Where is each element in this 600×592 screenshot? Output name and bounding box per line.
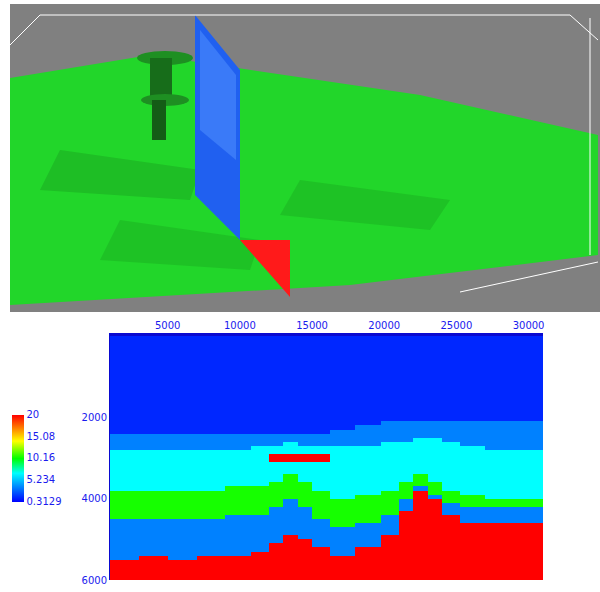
svg-text:10.16: 10.16 <box>27 452 56 463</box>
svg-text:5000: 5000 <box>155 320 180 331</box>
svg-text:5.234: 5.234 <box>27 474 56 485</box>
svg-text:20: 20 <box>27 409 40 420</box>
svg-text:6000: 6000 <box>82 575 107 586</box>
svg-text:30000: 30000 <box>513 320 545 331</box>
svg-text:10000: 10000 <box>224 320 256 331</box>
svg-text:20000: 20000 <box>368 320 400 331</box>
svg-text:25000: 25000 <box>440 320 472 331</box>
svg-text:2000: 2000 <box>82 412 107 423</box>
svg-text:15000: 15000 <box>296 320 328 331</box>
svg-text:4000: 4000 <box>82 493 107 504</box>
svg-text:15.08: 15.08 <box>27 431 56 442</box>
svg-text:0.3129: 0.3129 <box>27 496 62 507</box>
